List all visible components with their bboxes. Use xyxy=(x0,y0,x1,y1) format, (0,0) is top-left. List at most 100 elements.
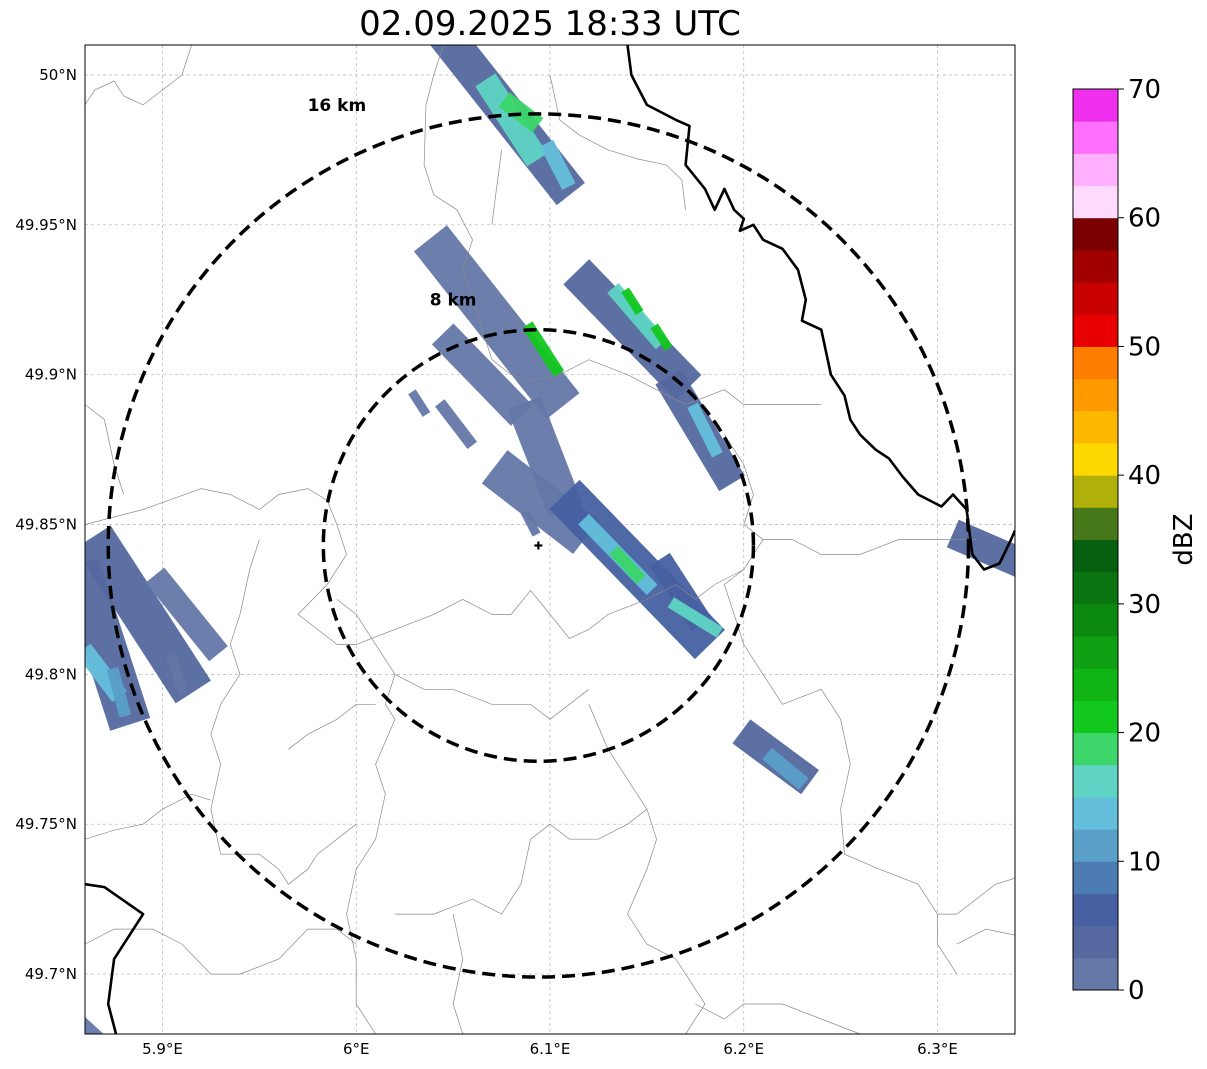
admin-boundary xyxy=(395,884,522,915)
colorbar-segment xyxy=(1073,636,1118,669)
radar-echo xyxy=(649,552,712,632)
lat-tick-label: 49.95°N xyxy=(15,216,77,234)
colorbar-segment xyxy=(1073,475,1118,508)
admin-boundary xyxy=(956,928,1015,945)
colorbar-segment xyxy=(1073,249,1118,283)
admin-boundary xyxy=(423,45,686,405)
radar-echo xyxy=(498,92,544,133)
admin-boundary xyxy=(210,539,357,885)
colorbar-segment xyxy=(1073,282,1118,315)
lon-tick-label: 6.1°E xyxy=(530,1040,571,1058)
colorbar-segment xyxy=(1073,378,1118,412)
colorbar-segment xyxy=(1073,925,1118,959)
range-ring xyxy=(321,327,756,764)
lon-tick-label: 6°E xyxy=(343,1040,370,1058)
colorbar-segment xyxy=(1073,217,1118,251)
colorbar-tick-label: 10 xyxy=(1128,847,1161,877)
map-axes: 5.9°E 6°E 6.1°E 6.2°E 6.3°E 50°N 49.95°N 49.9°N… xyxy=(15,44,1016,1058)
admin-boundary xyxy=(85,404,125,495)
radar-echo xyxy=(435,399,478,450)
radar-echo xyxy=(520,509,541,537)
colorbar-segment xyxy=(1073,410,1118,444)
colorbar-tick-label: 50 xyxy=(1128,332,1161,362)
range-ring-label: 8 km xyxy=(430,291,477,311)
colorbar-segment xyxy=(1073,603,1118,637)
colorbar-segment xyxy=(1073,539,1118,573)
range-ring xyxy=(106,112,971,979)
admin-boundary xyxy=(85,793,212,840)
colorbar-segment xyxy=(1073,121,1118,154)
radar-echo xyxy=(85,1016,104,1034)
radar-echo xyxy=(408,389,431,417)
lon-tick-label: 6.2°E xyxy=(723,1040,764,1058)
lat-tick-label: 49.7°N xyxy=(25,965,77,983)
radar-echo xyxy=(687,402,723,458)
colorbar-segment xyxy=(1073,764,1118,798)
radar-echo xyxy=(507,396,583,518)
colorbar-tick-label: 30 xyxy=(1128,590,1161,620)
colorbar-tick-label: 70 xyxy=(1128,75,1161,105)
colorbar-label: dBZ xyxy=(1169,513,1199,565)
radar-echo xyxy=(607,283,668,350)
colorbar-segment xyxy=(1073,507,1118,540)
admin-boundary xyxy=(723,539,1015,915)
colorbar-segment xyxy=(1073,829,1118,862)
admin-boundary xyxy=(394,674,590,720)
radar-echo xyxy=(621,287,644,315)
radar-echo xyxy=(762,747,809,790)
admin-boundary xyxy=(452,914,464,1034)
lat-tick-label: 49.85°N xyxy=(15,516,77,534)
national-border xyxy=(626,45,1015,571)
colorbar-segment xyxy=(1073,153,1118,187)
map-area: 8 km 16 km xyxy=(85,45,1015,1034)
radar-echo xyxy=(106,667,132,718)
admin-boundary xyxy=(588,704,706,1034)
radar-echo xyxy=(431,323,533,426)
radar-echo xyxy=(667,597,723,638)
admin-boundary xyxy=(336,599,396,1034)
colorbar-tick-label: 40 xyxy=(1128,461,1161,491)
colorbar-segment xyxy=(1073,957,1118,991)
map-content: 8 km 16 km xyxy=(85,45,1015,1034)
lat-tick-label: 49.75°N xyxy=(15,815,77,833)
radar-echo xyxy=(475,73,548,167)
lat-tick-label: 49.8°N xyxy=(25,665,77,683)
map-title: 02.09.2025 18:33 UTC xyxy=(359,4,741,44)
admin-boundary xyxy=(685,389,822,405)
colorbar-segment xyxy=(1073,668,1118,701)
admin-boundary xyxy=(85,45,192,106)
lon-tick-label: 6.3°E xyxy=(917,1040,958,1058)
admin-boundary xyxy=(549,74,686,210)
colorbar-segment xyxy=(1073,732,1118,766)
colorbar-segment xyxy=(1073,861,1118,894)
admin-boundary xyxy=(937,914,958,975)
radar-echo xyxy=(650,323,673,351)
lat-tick-label: 50°N xyxy=(39,66,77,84)
admin-boundary xyxy=(288,703,376,750)
radar-echo xyxy=(85,643,127,702)
radar-echo xyxy=(563,259,702,401)
map-frame xyxy=(84,44,1016,1035)
colorbar-segment xyxy=(1073,700,1118,734)
radar-echo xyxy=(539,139,576,190)
colorbar-tick-label: 20 xyxy=(1128,719,1161,749)
radar-echo xyxy=(946,519,1015,577)
radar-echo xyxy=(413,225,580,420)
colorbar-segment xyxy=(1073,796,1118,830)
radar-echo xyxy=(166,653,188,696)
admin-boundary xyxy=(520,808,648,885)
colorbar-segment xyxy=(1073,442,1118,476)
colorbar-segment xyxy=(1073,571,1118,605)
colorbar-segment xyxy=(1073,89,1118,122)
lat-tick-label: 49.9°N xyxy=(25,366,77,384)
colorbar-tick-label: 60 xyxy=(1128,204,1161,234)
admin-boundary xyxy=(695,1003,861,1034)
radar-echo xyxy=(522,321,565,377)
colorbar-segment xyxy=(1073,314,1118,347)
colorbar-segment xyxy=(1073,346,1118,380)
colorbar-tick-label: 0 xyxy=(1128,976,1145,1006)
range-ring-label: 16 km xyxy=(308,96,367,116)
colorbar: 0 10 20 30 40 50 60 70 dBZ xyxy=(1072,75,1199,1006)
national-border xyxy=(85,882,145,1034)
